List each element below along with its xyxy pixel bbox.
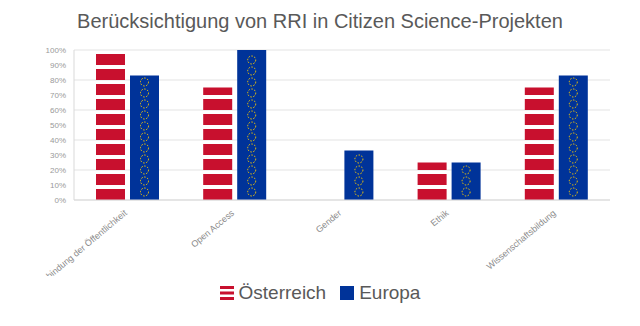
svg-text:50%: 50%: [50, 121, 66, 130]
svg-text:60%: 60%: [50, 106, 66, 115]
svg-text:100%: 100%: [46, 46, 66, 55]
svg-text:70%: 70%: [50, 91, 66, 100]
html-text:Europa: Europa: [359, 282, 421, 303]
svg-text:Wissenschaftsbildung: Wissenschaftsbildung: [485, 208, 558, 272]
svg-text:Gender: Gender: [314, 208, 343, 235]
html-text:Österreich: Österreich: [238, 282, 327, 303]
html-text:Berücksichtigung von RRI in Ci: Berücksichtigung von RRI in Citizen Scie…: [77, 10, 563, 32]
svg-text:20%: 20%: [50, 166, 66, 175]
svg-text:30%: 30%: [50, 151, 66, 160]
svg-text:80%: 80%: [50, 76, 66, 85]
svg-text:Open Access: Open Access: [189, 208, 236, 250]
svg-text:10%: 10%: [50, 181, 66, 190]
svg-text:90%: 90%: [50, 61, 66, 70]
svg-text:0%: 0%: [54, 196, 66, 205]
svg-text:Ethik: Ethik: [429, 208, 451, 229]
svg-text:Einbindung der Öffentlichkeit: Einbindung der Öffentlichkeit: [34, 208, 129, 276]
svg-text:40%: 40%: [50, 136, 66, 145]
